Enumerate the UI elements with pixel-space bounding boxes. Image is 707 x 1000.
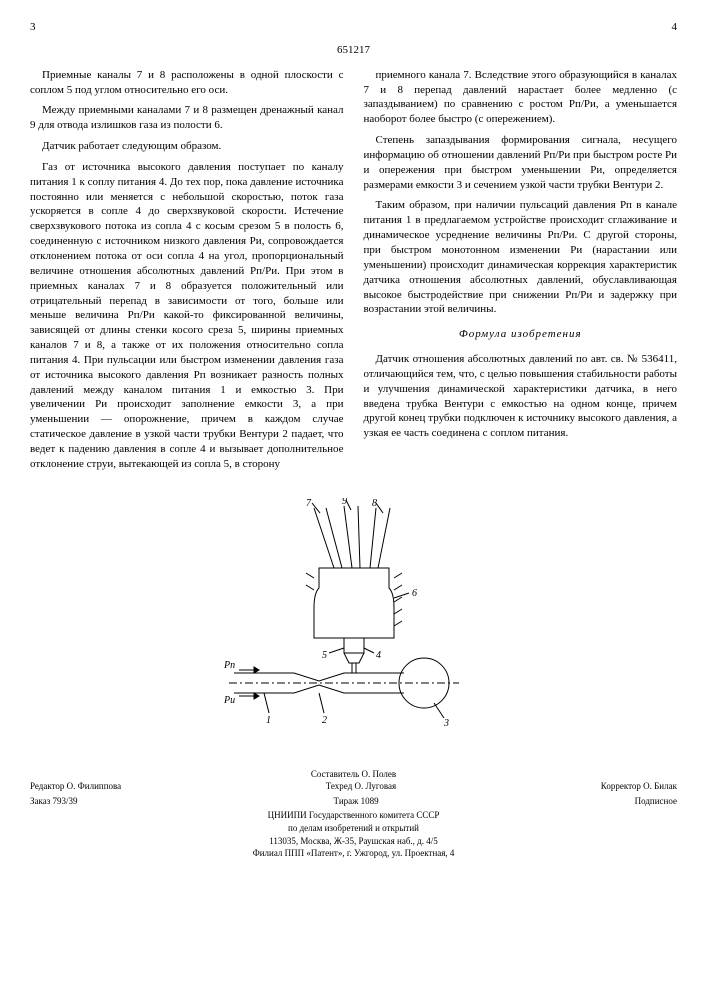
footer-corrector: Корректор О. Билак	[601, 780, 677, 793]
page-left: 3	[30, 20, 36, 35]
footer-org1: ЦНИИПИ Государственного комитета СССР	[30, 809, 677, 822]
label-9: 9	[342, 498, 347, 507]
para: Датчик отношения абсолютных давлений по …	[364, 352, 678, 441]
diagram-svg: 7 9 8 6 5 4 Pп Pи 1 2 3	[224, 498, 484, 748]
footer-addr1: 113035, Москва, Ж-35, Раушская наб., д. …	[30, 835, 677, 848]
label-7: 7	[306, 498, 312, 509]
label-4: 4	[376, 650, 381, 661]
label-pp: Pп	[224, 660, 235, 671]
para: Датчик работает следующим образом.	[30, 139, 344, 154]
label-6: 6	[412, 588, 417, 599]
footer-order: Заказ 793/39	[30, 795, 78, 808]
footer-editor: Редактор О. Филиппова	[30, 780, 121, 793]
label-5: 5	[322, 650, 327, 661]
footer-compiler: Составитель О. Полев	[30, 768, 677, 781]
formula-title: Формула изобретения	[364, 327, 678, 342]
footer-row1: Редактор О. Филиппова Техред О. Луговая …	[30, 780, 677, 793]
doc-number: 651217	[30, 43, 677, 58]
footer-tirage: Тираж 1089	[334, 795, 379, 808]
right-column: приемного канала 7. Вследствие этого обр…	[364, 68, 678, 478]
left-column: Приемные каналы 7 и 8 расположены в одно…	[30, 68, 344, 478]
diagram: 7 9 8 6 5 4 Pп Pи 1 2 3	[30, 498, 677, 748]
text-columns: Приемные каналы 7 и 8 расположены в одно…	[30, 68, 677, 478]
para: Степень запаздывания формирования сигнал…	[364, 133, 678, 192]
footer: Составитель О. Полев Редактор О. Филиппо…	[30, 768, 677, 860]
footer-org2: по делам изобретений и открытий	[30, 822, 677, 835]
para: Приемные каналы 7 и 8 расположены в одно…	[30, 68, 344, 98]
para: Газ от источника высокого давления посту…	[30, 160, 344, 472]
page-right: 4	[672, 20, 678, 35]
para: Таким образом, при наличии пульсаций дав…	[364, 198, 678, 317]
label-8: 8	[372, 498, 377, 509]
footer-subscription: Подписное	[635, 795, 677, 808]
para: Между приемными каналами 7 и 8 размещен …	[30, 103, 344, 133]
label-pi: Pи	[224, 695, 235, 706]
header-row: 3 4	[30, 20, 677, 35]
footer-techred: Техред О. Луговая	[326, 780, 396, 793]
label-1: 1	[266, 715, 271, 726]
para: приемного канала 7. Вследствие этого обр…	[364, 68, 678, 127]
label-2: 2	[322, 715, 327, 726]
footer-row2: Заказ 793/39 Тираж 1089 Подписное	[30, 795, 677, 808]
footer-addr2: Филиал ППП «Патент», г. Ужгород, ул. Про…	[30, 847, 677, 860]
label-3: 3	[443, 718, 449, 729]
